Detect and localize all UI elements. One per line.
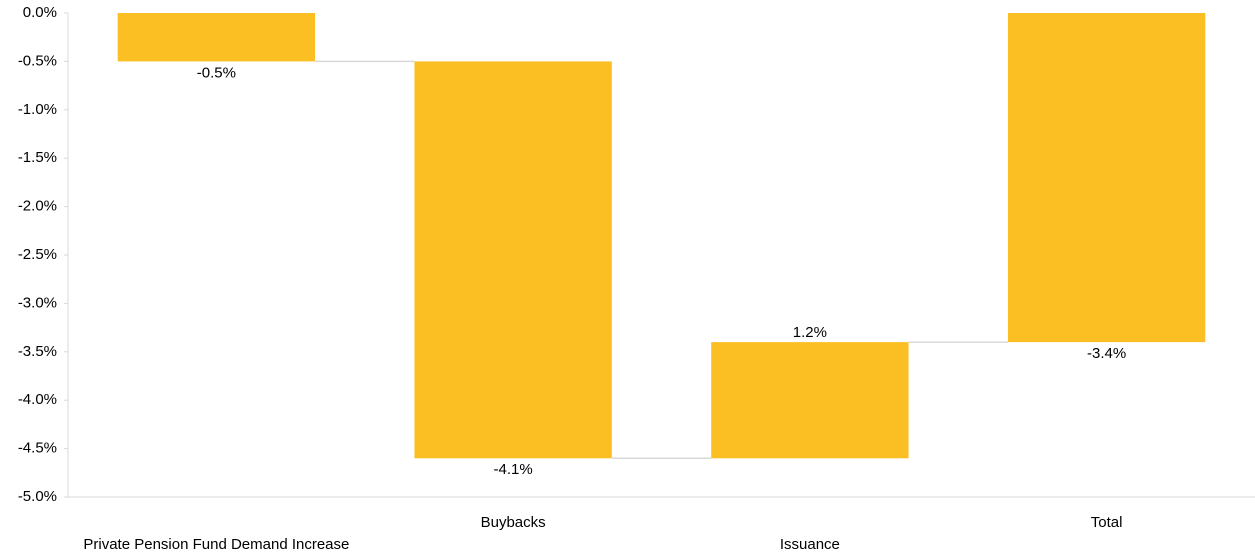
- data-label: -0.5%: [197, 64, 236, 81]
- x-tick-label: Private Pension Fund Demand Increase: [83, 536, 349, 553]
- data-label: -4.1%: [494, 461, 533, 478]
- y-tick-label: -2.0%: [18, 198, 57, 215]
- y-tick-label: -1.0%: [18, 101, 57, 118]
- y-tick-label: -2.5%: [18, 246, 57, 263]
- bar: [1007, 13, 1206, 343]
- bar: [117, 13, 316, 62]
- y-tick-label: -4.5%: [18, 440, 57, 457]
- y-tick-label: -5.0%: [18, 488, 57, 505]
- bar: [711, 342, 909, 459]
- data-label: 1.2%: [793, 324, 827, 341]
- data-label: -3.4%: [1087, 345, 1126, 362]
- y-tick-label: -3.0%: [18, 294, 57, 311]
- x-tick-label: Total: [1091, 514, 1123, 531]
- y-tick-label: -0.5%: [18, 52, 57, 69]
- x-tick-label: Buybacks: [481, 514, 546, 531]
- y-tick-label: -1.5%: [18, 149, 57, 166]
- y-tick-label: -4.0%: [18, 391, 57, 408]
- x-tick-label: Issuance: [780, 536, 840, 553]
- y-tick-label: 0.0%: [23, 4, 57, 21]
- y-tick-label: -3.5%: [18, 343, 57, 360]
- bar: [414, 61, 612, 459]
